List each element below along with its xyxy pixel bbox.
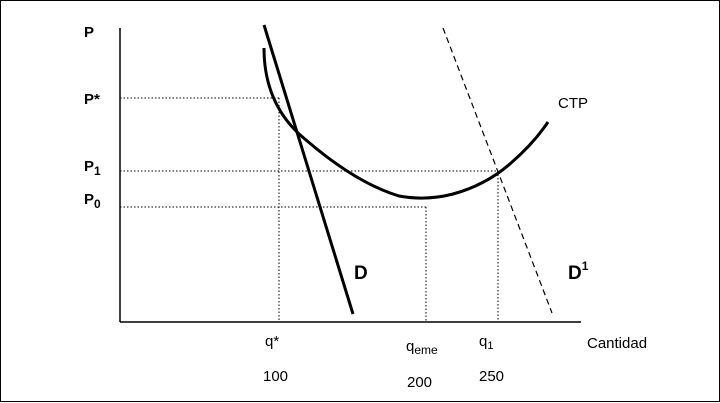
price-label-p1: P1 bbox=[84, 158, 101, 178]
quantity-label-q-eme: qeme bbox=[406, 338, 438, 357]
demand-curve-d bbox=[262, 24, 355, 315]
p1-base: P bbox=[84, 158, 94, 175]
y-axis-label: P bbox=[84, 24, 94, 41]
q-eme-base: q bbox=[406, 338, 414, 355]
x-axis-label: Cantidad bbox=[587, 335, 647, 352]
curve-label-d: D bbox=[354, 263, 368, 284]
curve-label-d1: D1 bbox=[568, 259, 589, 284]
quantity-label-q1: q1 bbox=[479, 333, 493, 352]
price-label-p0: P0 bbox=[84, 191, 101, 211]
d1-sup: 1 bbox=[582, 259, 589, 273]
q1-base: q bbox=[479, 333, 487, 350]
p0-sub: 0 bbox=[94, 197, 101, 211]
p0-base: P bbox=[84, 191, 94, 208]
demand-curve-d1 bbox=[442, 27, 553, 314]
d1-base: D bbox=[568, 263, 582, 284]
quantity-value-q-eme: 200 bbox=[407, 374, 432, 391]
q1-sub: 1 bbox=[487, 340, 493, 352]
ctp-curve bbox=[262, 47, 550, 200]
curve-label-ctp: CTP bbox=[558, 95, 588, 112]
price-label-p-star: P* bbox=[84, 91, 100, 108]
quantity-value-q1: 250 bbox=[479, 368, 504, 385]
guide-lines bbox=[120, 97, 499, 322]
quantity-label-q-star: q* bbox=[265, 333, 279, 350]
p1-sub: 1 bbox=[94, 164, 101, 178]
q-eme-sub: eme bbox=[414, 343, 438, 357]
quantity-value-q-star: 100 bbox=[263, 368, 288, 385]
